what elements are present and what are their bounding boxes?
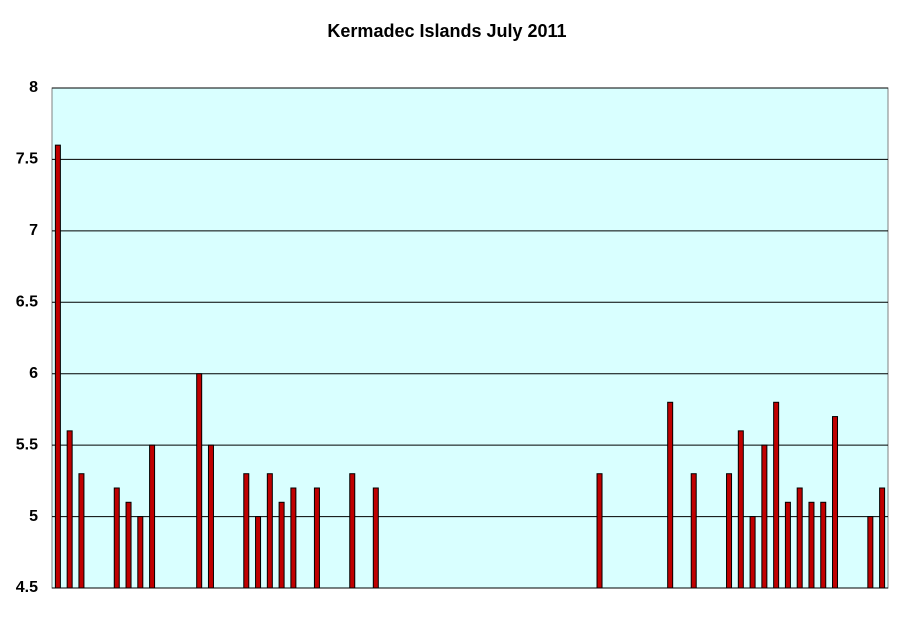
bar bbox=[773, 401, 780, 589]
bar bbox=[867, 516, 874, 589]
bar bbox=[761, 444, 768, 589]
bar bbox=[207, 444, 214, 589]
bar bbox=[137, 516, 144, 589]
bar bbox=[125, 501, 132, 589]
bar bbox=[808, 501, 815, 589]
bar bbox=[113, 487, 120, 589]
bar bbox=[832, 416, 839, 589]
bar bbox=[78, 473, 85, 589]
bar bbox=[349, 473, 356, 589]
chart-title: Kermadec Islands July 2011 bbox=[327, 21, 566, 41]
bar bbox=[690, 473, 697, 589]
bar bbox=[596, 473, 603, 589]
y-tick-label: 7.5 bbox=[16, 151, 38, 168]
plot-area bbox=[51, 87, 889, 589]
bar bbox=[243, 473, 250, 589]
bar bbox=[820, 501, 827, 589]
bar bbox=[372, 487, 379, 589]
bar bbox=[266, 473, 273, 589]
y-tick-label: 8 bbox=[29, 79, 38, 96]
bar bbox=[879, 487, 886, 589]
bar bbox=[290, 487, 297, 589]
bar bbox=[796, 487, 803, 589]
bar bbox=[737, 430, 744, 589]
bar bbox=[313, 487, 320, 589]
bar bbox=[784, 501, 791, 589]
y-tick-label: 6 bbox=[29, 365, 38, 382]
y-tick-label: 6.5 bbox=[16, 294, 38, 311]
bar bbox=[667, 401, 674, 589]
bar bbox=[726, 473, 733, 589]
bar bbox=[149, 444, 156, 589]
bar bbox=[255, 516, 262, 589]
y-tick-label: 4.5 bbox=[16, 579, 38, 596]
y-tick-label: 5 bbox=[29, 508, 38, 525]
bar bbox=[66, 430, 73, 589]
bar bbox=[196, 373, 203, 589]
bar bbox=[54, 144, 61, 589]
bar bbox=[749, 516, 756, 589]
y-tick-label: 5.5 bbox=[16, 436, 38, 453]
y-tick-label: 7 bbox=[29, 222, 38, 239]
bar bbox=[278, 501, 285, 589]
